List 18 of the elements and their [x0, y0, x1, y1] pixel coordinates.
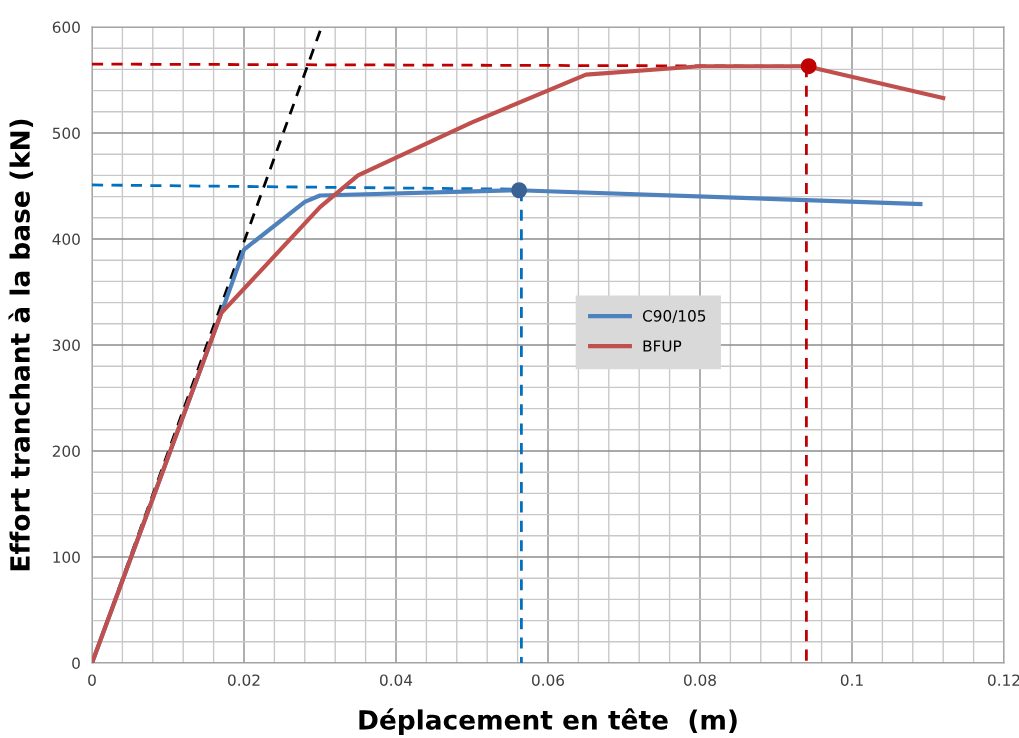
x-tick-label: 0.12 — [988, 674, 1019, 686]
x-axis-title: Déplacement en tête (m) — [359, 708, 737, 735]
y-tick-label: 300 — [52, 339, 80, 352]
x-tick-label: 0.04 — [380, 674, 413, 686]
legend-label: BFUP — [643, 340, 682, 352]
y-tick-label: 500 — [52, 127, 80, 140]
y-tick-label: 600 — [52, 21, 80, 34]
x-tick-label: 0 — [88, 674, 96, 686]
y-axis-title: Effort tranchant à la base (kN) — [8, 119, 34, 571]
y-tick-label: 100 — [53, 551, 80, 564]
x-tick-label: 0.06 — [532, 674, 565, 686]
x-tick-label: 0.1 — [840, 674, 863, 686]
x-tick-label: 0.02 — [228, 674, 260, 686]
y-tick-label: 400 — [52, 233, 80, 246]
y-tick-label: 0 — [72, 657, 80, 670]
x-tick-label: 0.08 — [684, 674, 716, 686]
y-tick-label: 200 — [52, 445, 80, 458]
legend-label: C90/105 — [642, 310, 706, 323]
